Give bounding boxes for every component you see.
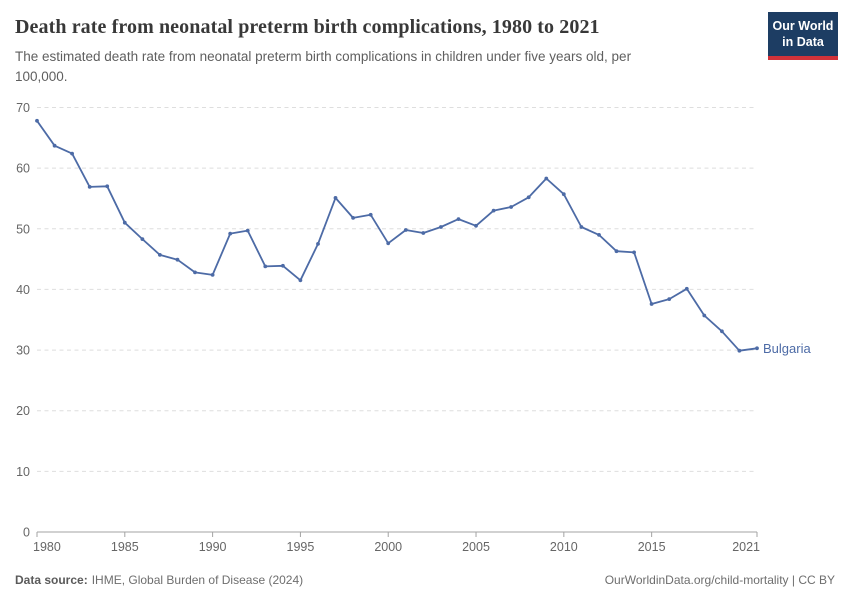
data-point <box>737 348 742 353</box>
data-source-value: IHME, Global Burden of Disease (2024) <box>91 573 304 587</box>
data-point <box>35 118 39 123</box>
data-point <box>684 286 689 291</box>
x-axis-tick-label: 1990 <box>199 540 227 554</box>
x-axis-tick-label: 2010 <box>550 540 578 554</box>
data-point <box>122 220 127 225</box>
data-point <box>632 250 636 255</box>
chart-title: Death rate from neonatal preterm birth c… <box>15 16 600 38</box>
x-axis-tick-label: 2000 <box>374 540 402 554</box>
data-point <box>526 195 531 200</box>
attribution: OurWorldinData.org/child-mortality | CC … <box>604 573 835 587</box>
y-axis-tick-label: 10 <box>16 465 30 479</box>
x-axis-tick-label: 2005 <box>462 540 490 554</box>
data-point <box>140 237 145 242</box>
owid-logo: Our World in Data <box>768 12 838 60</box>
y-axis-tick-label: 70 <box>16 101 30 115</box>
owid-logo-line2: in Data <box>782 35 824 50</box>
data-point <box>316 242 320 246</box>
series-label: Bulgaria <box>763 341 811 356</box>
x-axis-tick-label: 1980 <box>33 540 61 554</box>
data-point <box>579 225 584 229</box>
data-point <box>333 196 338 200</box>
data-point <box>456 217 461 222</box>
data-point <box>474 223 478 228</box>
y-axis-tick-label: 30 <box>16 344 30 358</box>
chart-header: Death rate from neonatal preterm birth c… <box>15 15 755 86</box>
trend-line <box>36 119 758 352</box>
y-axis-tick-label: 40 <box>16 283 30 297</box>
data-point <box>175 257 180 262</box>
data-point <box>755 346 759 351</box>
data-point <box>281 263 285 268</box>
data-point <box>351 216 355 220</box>
y-axis-tick-label: 20 <box>16 404 30 418</box>
data-point <box>561 192 566 197</box>
data-point <box>702 313 707 318</box>
chart-subtitle-line2: 100,000. <box>15 68 68 84</box>
y-axis-tick-label: 60 <box>16 162 30 176</box>
data-point <box>491 208 496 213</box>
x-axis-tick-label: 1985 <box>111 540 139 554</box>
data-point <box>597 233 601 237</box>
data-point <box>298 278 303 283</box>
data-source-label: Data source: <box>15 573 88 587</box>
chart-subtitle: The estimated death rate from neonatal p… <box>15 47 755 86</box>
data-point <box>439 225 443 229</box>
data-point <box>193 270 197 275</box>
data-point <box>720 329 724 334</box>
data-point <box>87 185 92 189</box>
data-source: Data source: IHME, Global Burden of Disea… <box>15 573 303 587</box>
chart-footer: Data source: IHME, Global Burden of Disea… <box>15 573 835 587</box>
x-axis-tick-label: 2021 <box>732 540 760 554</box>
x-axis-tick-label: 2015 <box>638 540 666 554</box>
data-point <box>105 184 110 189</box>
owid-logo-line1: Our World <box>772 19 834 33</box>
y-axis-tick-label: 0 <box>23 526 30 540</box>
data-point <box>544 176 549 181</box>
data-point <box>245 228 250 233</box>
data-point <box>614 249 619 254</box>
data-point <box>368 212 373 217</box>
y-axis-tick-label: 50 <box>16 222 30 236</box>
data-point <box>403 228 408 232</box>
data-point <box>509 205 513 209</box>
data-point <box>228 231 233 236</box>
data-point <box>158 253 162 257</box>
data-point <box>649 302 654 306</box>
data-point <box>421 231 426 235</box>
data-point <box>70 151 74 156</box>
data-point <box>52 143 57 148</box>
chart-subtitle-line1: The estimated death rate from neonatal p… <box>15 49 632 64</box>
data-point <box>667 297 672 301</box>
x-axis-tick-label: 1995 <box>287 540 315 554</box>
data-point <box>386 241 391 246</box>
data-point <box>210 273 215 277</box>
data-point <box>263 264 268 269</box>
